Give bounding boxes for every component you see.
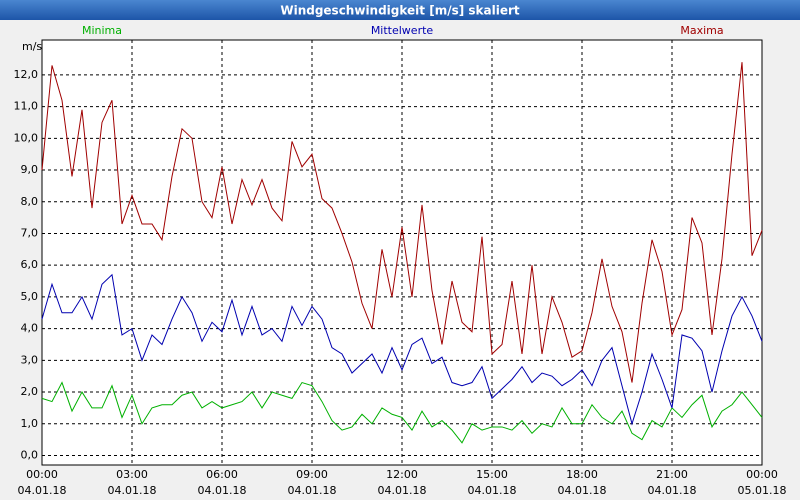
series-line [41,273,763,426]
y-tick-label: 5,0 [21,290,39,303]
x-tick-date: 04.01.18 [198,484,247,497]
y-tick-label: 4,0 [21,322,39,335]
y-tick-label: 10,0 [14,131,39,144]
x-tick-label: 03:00 [116,468,148,481]
x-tick-date: 04.01.18 [108,484,157,497]
x-tick-label: 12:00 [386,468,418,481]
y-tick-label: 12,0 [14,68,39,81]
x-tick-date: 04.01.18 [288,484,337,497]
x-tick-date: 05.01.18 [738,484,787,497]
x-tick-label: 18:00 [566,468,598,481]
title-bar [0,0,800,20]
legend-label: Mittelwerte [371,24,434,37]
x-tick-label: 00:00 [746,468,778,481]
y-tick-label: 11,0 [14,100,39,113]
x-tick-label: 00:00 [26,468,58,481]
x-tick-label: 15:00 [476,468,508,481]
x-tick-label: 09:00 [296,468,328,481]
x-tick-label: 21:00 [656,468,688,481]
x-tick-date: 04.01.18 [648,484,697,497]
x-tick-label: 06:00 [206,468,238,481]
y-tick-label: 6,0 [21,258,39,271]
y-tick-label: 7,0 [21,226,39,239]
x-tick-date: 04.01.18 [558,484,607,497]
legend-label: Maxima [680,24,723,37]
x-tick-date: 04.01.18 [468,484,517,497]
series-line [41,381,763,444]
y-tick-label: 3,0 [21,353,39,366]
series-line [41,62,763,383]
chart-title: Windgeschwindigkeit [m/s] skaliert [280,4,520,18]
y-tick-label: 9,0 [21,163,39,176]
y-tick-label: 8,0 [21,195,39,208]
y-tick-label: 0,0 [21,448,39,461]
y-tick-label: 1,0 [21,417,39,430]
y-axis-label: m/s [22,40,42,53]
x-tick-date: 04.01.18 [378,484,427,497]
legend-label: Minima [82,24,122,37]
x-tick-date: 04.01.18 [18,484,67,497]
y-tick-label: 2,0 [21,385,39,398]
